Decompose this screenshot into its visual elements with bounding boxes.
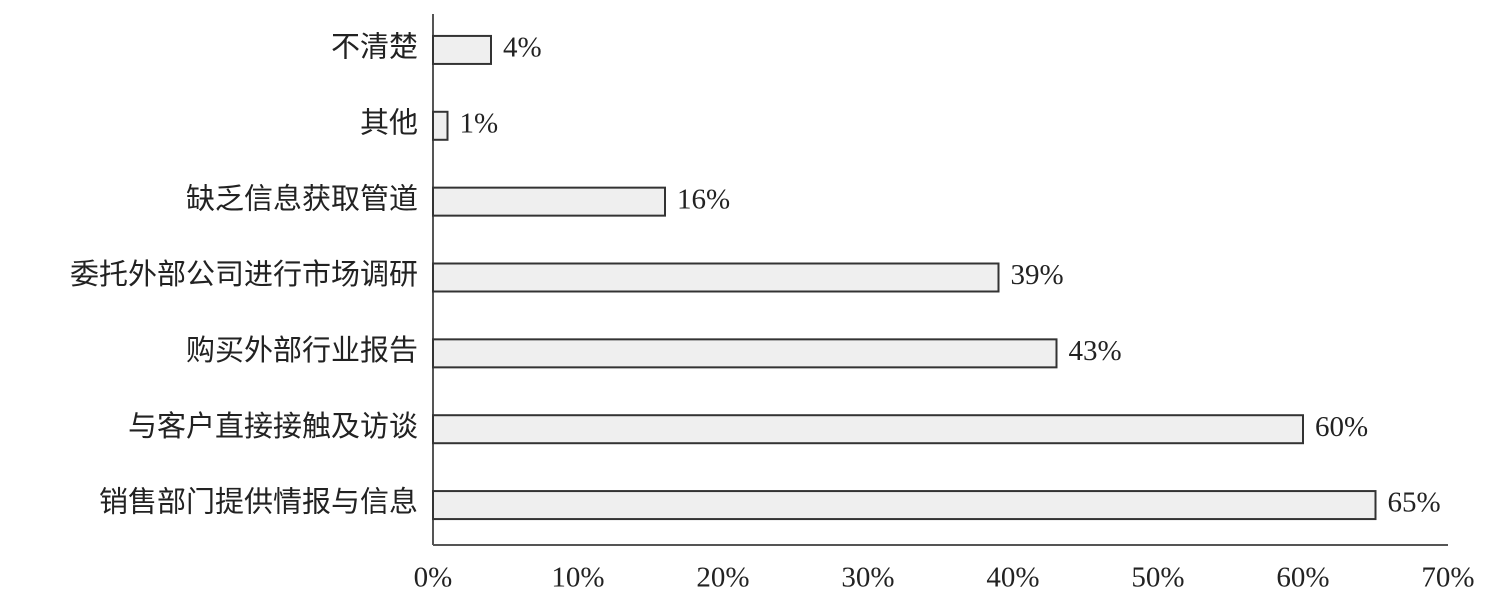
x-tick-label: 30% [841, 562, 894, 594]
data-label: 65% [1388, 487, 1441, 519]
x-tick-label: 0% [414, 562, 453, 594]
x-tick-label: 60% [1276, 562, 1329, 594]
bar [432, 34, 492, 65]
y-tick-label: 与客户直接接触及访谈 [128, 410, 418, 443]
data-label: 60% [1315, 411, 1368, 443]
data-label: 43% [1069, 335, 1122, 367]
x-tick-label: 50% [1131, 562, 1184, 594]
data-label: 4% [503, 32, 542, 64]
bar [432, 414, 1304, 445]
y-tick-label: 销售部门提供情报与信息 [99, 486, 418, 519]
y-tick-label: 其他 [360, 106, 418, 139]
bar [432, 338, 1058, 369]
y-tick-label: 不清楚 [331, 31, 418, 64]
x-tick-label: 40% [986, 562, 1039, 594]
y-tick-label: 购买外部行业报告 [186, 334, 418, 367]
x-tick-label: 70% [1421, 562, 1474, 594]
x-tick-label: 10% [551, 562, 604, 594]
data-label: 39% [1011, 259, 1064, 291]
bar [432, 262, 1000, 293]
data-label: 1% [460, 107, 499, 139]
bar [432, 186, 666, 217]
y-tick-label: 委托外部公司进行市场调研 [70, 258, 418, 291]
data-label: 16% [677, 183, 730, 215]
bar [432, 490, 1377, 521]
x-tick-label: 20% [696, 562, 749, 594]
y-tick-label: 缺乏信息获取管道 [186, 182, 418, 215]
bar [432, 110, 449, 141]
